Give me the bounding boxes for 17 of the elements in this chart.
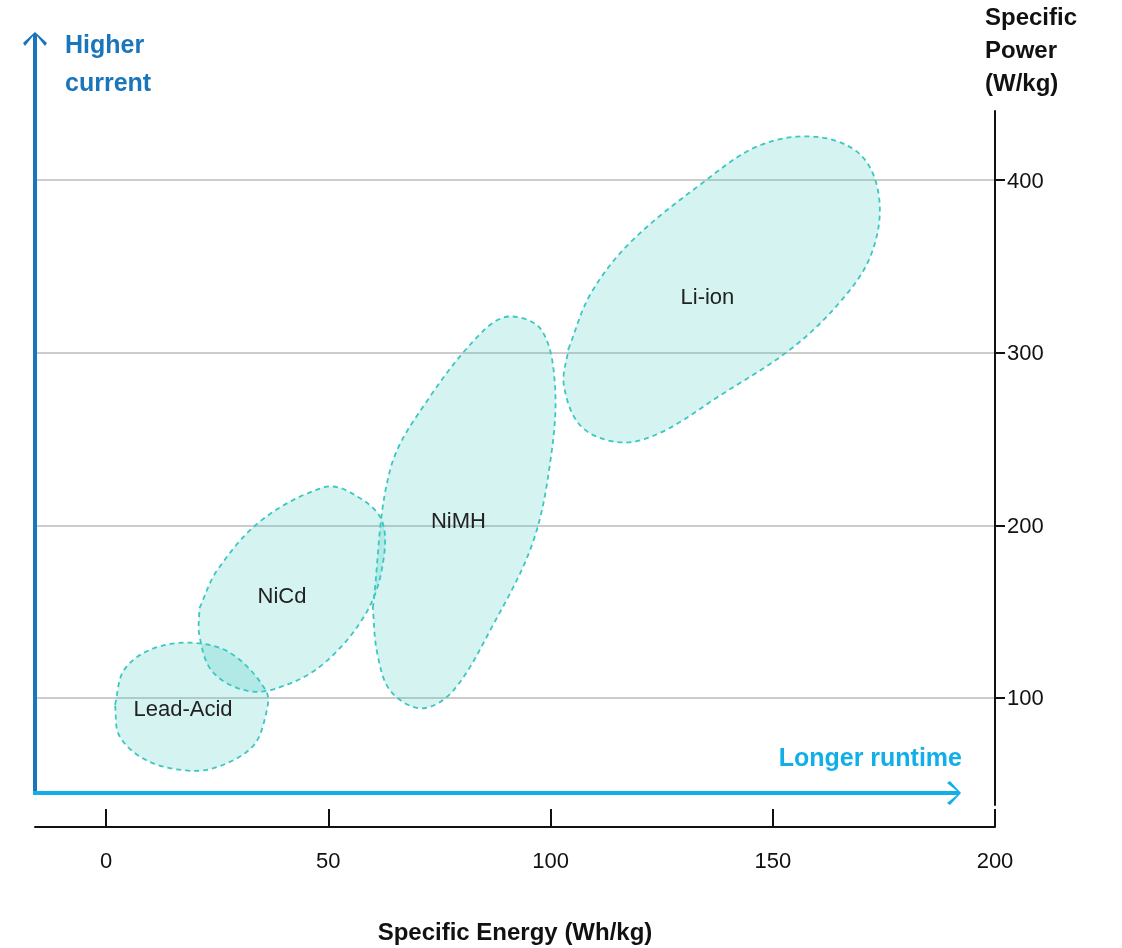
x-tick-label: 100 <box>532 847 569 873</box>
x-tick-label: 150 <box>754 847 792 873</box>
x-axis-title: Specific Energy (Wh/kg) <box>377 917 653 945</box>
y-tick-label: 300 <box>1007 340 1044 366</box>
series-label: NiCd <box>257 583 307 609</box>
y-tick-label: 400 <box>1007 167 1044 193</box>
text: Higher current <box>65 29 153 98</box>
x-tick-label: 0 <box>99 847 113 873</box>
x-tick-label: 50 <box>316 847 341 873</box>
y-axis-title: Specific Power (W/kg) <box>985 3 1078 96</box>
y-tick-label: 100 <box>1007 685 1044 711</box>
y-tick-label: 200 <box>1007 512 1044 538</box>
series-label: Li-ion <box>680 284 735 310</box>
annotation: Longer runtime <box>777 742 962 773</box>
series-label: NiMH <box>430 508 486 534</box>
x-tick-label: 200 <box>976 847 1014 873</box>
series-label: Lead-Acid <box>133 695 233 721</box>
